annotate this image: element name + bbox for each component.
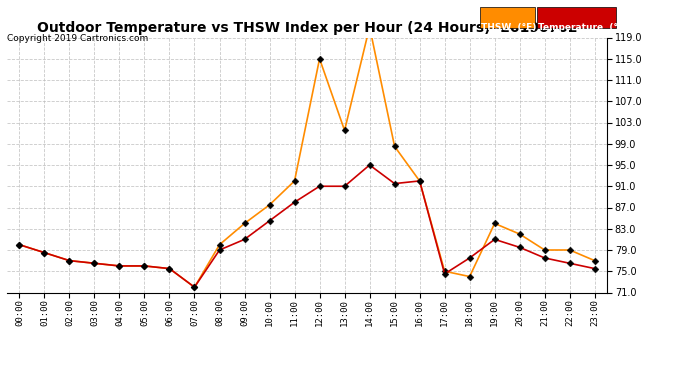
Title: Outdoor Temperature vs THSW Index per Hour (24 Hours)  20190702: Outdoor Temperature vs THSW Index per Ho… <box>37 21 578 35</box>
Text: Copyright 2019 Cartronics.com: Copyright 2019 Cartronics.com <box>7 34 148 43</box>
Text: THSW  (°F): THSW (°F) <box>481 22 536 32</box>
Text: Temperature  (°F): Temperature (°F) <box>538 22 629 32</box>
